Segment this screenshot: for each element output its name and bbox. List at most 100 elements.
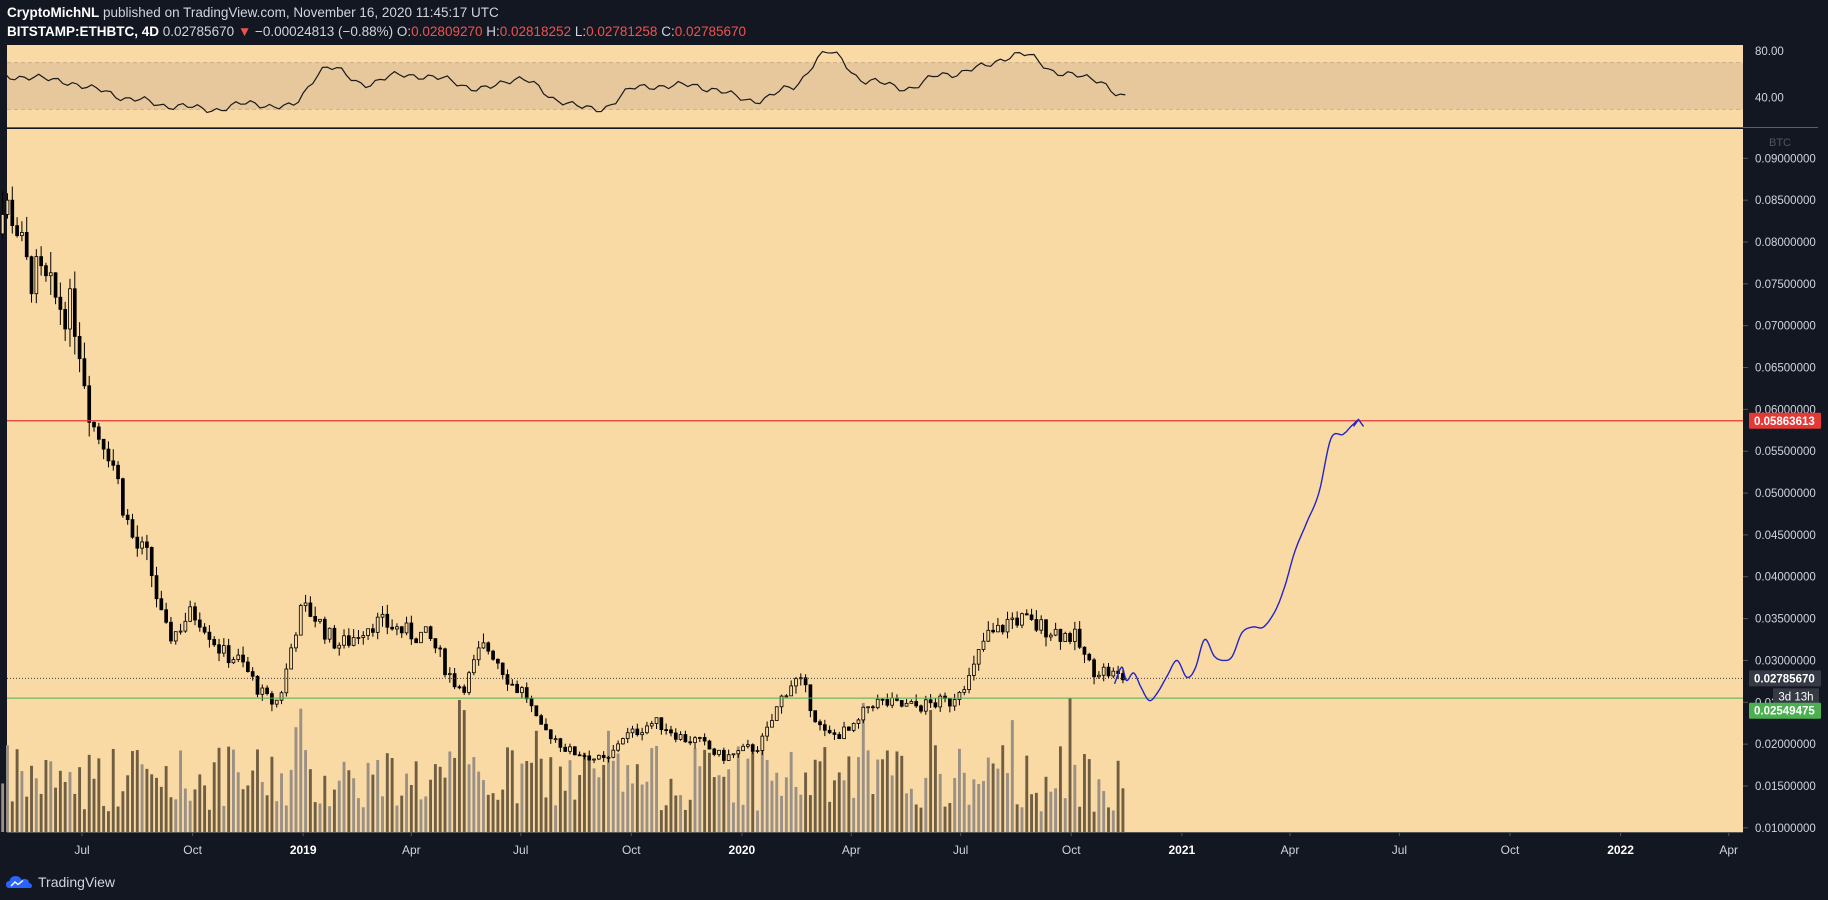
time-tick-label: Apr: [402, 843, 421, 857]
candle-body: [289, 647, 293, 670]
candle-body: [428, 626, 433, 639]
volume-bar: [491, 793, 495, 832]
candle-body: [909, 701, 914, 704]
volume-bar: [919, 807, 923, 832]
volume-bar: [1015, 804, 1019, 832]
volume-bar: [1030, 794, 1034, 832]
candle-body: [48, 272, 53, 277]
candle-body: [1044, 619, 1048, 638]
volume-bar: [275, 801, 279, 832]
candle-body: [837, 734, 842, 740]
price-axis[interactable]: BTC 0.09000000 0.08500000 0.08000000 0.0750…: [1743, 137, 1816, 835]
candle-body: [822, 724, 827, 731]
price-tick-label: 0.01500000: [1755, 781, 1816, 793]
candle-body: [452, 673, 457, 688]
candle-body: [53, 272, 58, 298]
candle-body: [678, 734, 683, 740]
time-axis[interactable]: Jul Oct 2019 Apr Jul Oct 2020 Apr Jul Oct 2021 Apr J…: [74, 832, 1738, 857]
volume-bar: [25, 796, 29, 832]
candle-body: [726, 754, 731, 761]
volume-bar: [857, 757, 860, 832]
candle-body: [1053, 628, 1058, 636]
candle-body: [351, 637, 356, 646]
volume-bar: [308, 769, 312, 832]
candle-body: [1111, 670, 1116, 677]
tradingview-cloud-icon[interactable]: [6, 874, 32, 890]
volume-bar: [847, 756, 851, 832]
candle-body: [188, 606, 193, 622]
candle-body: [294, 634, 298, 649]
volume-bar: [361, 807, 365, 832]
candle-body: [794, 678, 798, 687]
candle-body: [991, 629, 995, 633]
candlesticks: [0, 186, 1125, 764]
candle-body: [366, 628, 370, 636]
volume-bar: [640, 784, 644, 832]
volume-bar: [712, 777, 716, 832]
volume-bar: [1073, 764, 1077, 832]
candle-body: [447, 673, 452, 676]
candle-body: [322, 618, 327, 640]
volume-bar: [30, 765, 33, 832]
rsi-axis[interactable]: 80.00 40.00: [1755, 46, 1784, 105]
candle-body: [270, 693, 274, 705]
price-tick-label: 0.08000000: [1755, 237, 1816, 249]
candle-body: [529, 698, 534, 707]
candle-body: [346, 635, 351, 646]
publish-info: published on TradingView.com, November 1…: [103, 5, 499, 20]
candle-body: [866, 706, 870, 709]
author-name[interactable]: CryptoMichNL: [7, 5, 100, 20]
candle-body: [616, 743, 620, 751]
footer-brand[interactable]: TradingView: [38, 874, 116, 890]
volume-bar: [78, 767, 82, 832]
countdown-badge-bg: [1773, 688, 1819, 705]
candle-body: [760, 735, 765, 751]
volume-bar: [986, 757, 990, 832]
volume-bar: [227, 746, 231, 832]
volume-bar: [236, 772, 240, 832]
candle-body: [548, 729, 553, 740]
symbol-label[interactable]: BITSTAMP:ETHBTC, 4D: [7, 24, 159, 39]
price-pane[interactable]: [7, 129, 1743, 832]
candle-body: [630, 728, 635, 734]
candle-body: [63, 309, 68, 330]
candle-body: [443, 648, 447, 676]
candle-body: [371, 628, 375, 633]
candle-body: [433, 638, 438, 649]
volume-bar: [833, 780, 836, 832]
volume-bar: [828, 801, 832, 832]
volume-bar: [304, 750, 308, 832]
volume-bar: [337, 780, 341, 832]
candle-body: [996, 624, 1000, 633]
volume-bar: [775, 772, 779, 832]
candle-body: [736, 750, 741, 755]
volume-bar: [1092, 811, 1096, 832]
candle-body: [688, 741, 693, 744]
volume-bar: [1054, 788, 1058, 832]
volume-bar: [645, 781, 649, 832]
price-tick-label: 0.09000000: [1755, 153, 1816, 165]
price-tick-label: 0.04000000: [1755, 572, 1816, 584]
volume-bar: [68, 772, 72, 832]
candle-body: [472, 659, 476, 674]
symbol-line: BITSTAMP:ETHBTC, 4D 0.02785670 ▼ −0.0002…: [7, 22, 746, 41]
volume-bar: [1010, 720, 1014, 832]
candle-body: [164, 609, 168, 623]
projection-path[interactable]: [1113, 418, 1359, 702]
candle-body: [202, 626, 207, 633]
candle-body: [111, 460, 116, 466]
candle-body: [544, 723, 548, 731]
candle-body: [534, 705, 539, 717]
volume-bar: [1097, 779, 1101, 832]
candle-body: [284, 668, 289, 694]
candle-body: [856, 719, 861, 724]
volume-bar: [232, 749, 235, 832]
candle-body: [885, 699, 890, 706]
volume-bar: [496, 799, 500, 832]
volume-bar: [159, 786, 163, 832]
time-tick-label: Apr: [1281, 843, 1300, 857]
time-tick-label: Oct: [622, 843, 641, 857]
time-tick-label: Jul: [1392, 843, 1407, 857]
volume-bar: [15, 749, 19, 832]
